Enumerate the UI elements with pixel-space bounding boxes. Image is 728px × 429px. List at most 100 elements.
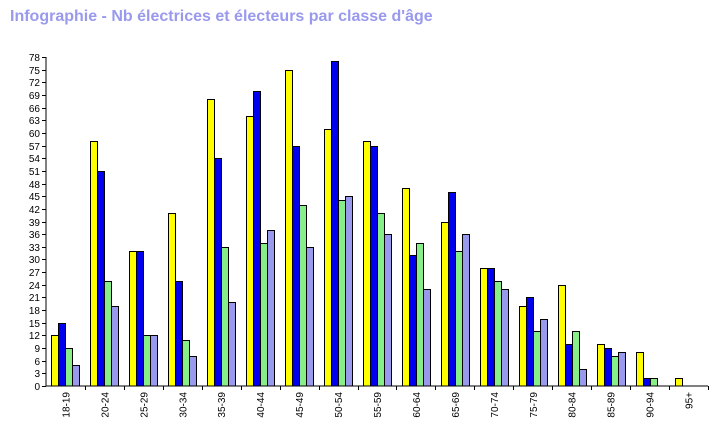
y-tick-label: 42 (29, 205, 41, 216)
bar-45-49-series-1 (285, 70, 293, 387)
y-tick-label: 21 (29, 293, 41, 304)
bar-18-19-series-2 (58, 323, 66, 387)
bar-40-44-series-4 (267, 230, 275, 387)
bar-20-24-series-3 (104, 281, 112, 387)
y-tick-label: 12 (29, 331, 41, 342)
bar-65-69-series-4 (462, 234, 470, 387)
bar-85-89-series-4 (618, 352, 626, 387)
bar-20-24-series-4 (111, 306, 119, 387)
x-tick-label: 18-19 (61, 392, 72, 418)
bar-60-64-series-4 (423, 289, 431, 387)
x-tick-label: 25-29 (139, 392, 150, 418)
x-tick-label: 40-44 (256, 392, 267, 418)
y-tick-label: 18 (29, 306, 41, 317)
y-tick-label: 24 (29, 281, 41, 292)
x-tick-label: 70-74 (490, 392, 501, 418)
bar-85-89-series-1 (597, 344, 605, 387)
bar-20-24-series-1 (90, 141, 98, 387)
bar-18-19-series-4 (72, 365, 80, 387)
y-tick-label: 72 (29, 78, 41, 89)
bar-45-49-series-2 (292, 146, 300, 387)
y-tick-label: 9 (34, 344, 40, 355)
bar-70-74-series-1 (480, 268, 488, 387)
bar-65-69-series-2 (448, 192, 456, 387)
bar-45-49-series-4 (306, 247, 314, 387)
y-tick-label: 30 (29, 255, 41, 266)
bar-90-94-series-1 (636, 352, 644, 387)
bar-50-54-series-3 (338, 200, 346, 387)
x-tick-label: 85-89 (607, 392, 618, 418)
bar-25-29-series-1 (129, 251, 137, 387)
chart-title: Infographie - Nb électrices et électeurs… (10, 8, 433, 25)
x-tick-label: 30-34 (178, 392, 189, 418)
y-tick-label: 36 (29, 230, 41, 241)
bar-95+-series-1 (675, 378, 683, 387)
bar-50-54-series-2 (331, 61, 339, 387)
x-tick-label: 90-94 (646, 392, 657, 418)
bar-90-94-series-3 (650, 378, 658, 387)
y-tick-label: 75 (29, 66, 41, 77)
y-tick-label: 3 (34, 369, 40, 380)
bars (51, 61, 683, 387)
bar-70-74-series-2 (487, 268, 495, 387)
x-tick-label: 20-24 (100, 392, 111, 418)
x-tick-label: 65-69 (451, 392, 462, 418)
bar-55-59-series-1 (363, 141, 371, 387)
x-axis: 18-19 20-24 25-29 30-34 35-39 40-44 45-49 50-54… (46, 385, 709, 418)
bar-75-79-series-1 (519, 306, 527, 387)
bar-80-84-series-4 (579, 369, 587, 387)
y-tick-label: 45 (29, 192, 41, 203)
bar-20-24-series-2 (97, 171, 105, 387)
x-tick-label: 80-84 (568, 392, 579, 418)
bar-40-44-series-2 (253, 91, 261, 387)
y-tick-label: 78 (29, 53, 41, 64)
bar-60-64-series-2 (409, 255, 417, 387)
bar-80-84-series-3 (572, 331, 580, 387)
y-tick-label: 69 (29, 91, 41, 102)
bar-35-39-series-4 (228, 302, 236, 387)
bar-85-89-series-3 (611, 356, 619, 387)
x-tick-label: 55-59 (373, 392, 384, 418)
y-tick-label: 57 (29, 142, 41, 153)
y-tick-label: 54 (29, 154, 41, 165)
y-tick-label: 39 (29, 218, 41, 229)
bar-65-69-series-1 (441, 222, 449, 387)
y-tick-label: 27 (29, 268, 41, 279)
bar-80-84-series-1 (558, 285, 566, 387)
bar-40-44-series-1 (246, 116, 254, 387)
bar-70-74-series-4 (501, 289, 509, 387)
bar-75-79-series-2 (526, 297, 534, 387)
bar-50-54-series-4 (345, 196, 353, 387)
bar-18-19-series-1 (51, 335, 59, 387)
bar-25-29-series-2 (136, 251, 144, 387)
y-tick-label: 33 (29, 243, 41, 254)
bar-55-59-series-4 (384, 234, 392, 387)
bar-65-69-series-3 (455, 251, 463, 387)
y-tick-label: 51 (29, 167, 41, 178)
bar-30-34-series-1 (168, 213, 176, 387)
bar-55-59-series-2 (370, 146, 378, 387)
bar-50-54-series-1 (324, 129, 332, 387)
x-tick-label: 45-49 (295, 392, 306, 418)
x-tick-label: 95+ (685, 392, 696, 409)
bar-25-29-series-4 (150, 335, 158, 387)
bar-75-79-series-3 (533, 331, 541, 387)
bar-40-44-series-3 (260, 243, 268, 387)
bar-30-34-series-2 (175, 281, 183, 387)
bar-35-39-series-2 (214, 158, 222, 387)
y-tick-label: 48 (29, 180, 41, 191)
bar-60-64-series-1 (402, 188, 410, 387)
bar-18-19-series-3 (65, 348, 73, 387)
bar-25-29-series-3 (143, 335, 151, 387)
x-tick-label: 35-39 (217, 392, 228, 418)
bar-45-49-series-3 (299, 205, 307, 387)
y-tick-label: 15 (29, 319, 41, 330)
x-tick-label: 75-79 (529, 392, 540, 418)
bar-35-39-series-3 (221, 247, 229, 387)
y-tick-label: 66 (29, 104, 41, 115)
y-tick-label: 0 (34, 382, 40, 393)
bar-55-59-series-3 (377, 213, 385, 387)
bar-60-64-series-3 (416, 243, 424, 387)
y-tick-label: 60 (29, 129, 41, 140)
